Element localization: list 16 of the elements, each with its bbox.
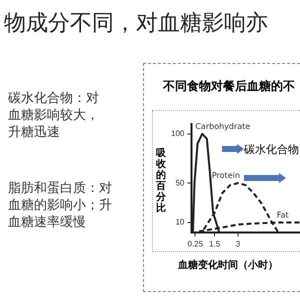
- chart-title: 物成分不同，对血糖影响亦: [4, 10, 268, 38]
- y-axis-title: 吸收的百分比: [156, 148, 167, 214]
- chart-subtitle: 不同食物对餐后血糖的不: [163, 78, 295, 95]
- text: 碳水化合物：对血糖影响较大，升糖迅速: [8, 90, 100, 141]
- annotation: 碳水化合物: [244, 142, 299, 157]
- y-tick-label: 10: [175, 218, 185, 227]
- series-label: Protein: [212, 171, 240, 180]
- x-tick-label: 0.25: [187, 239, 204, 248]
- x-axis-title: 血糖变化时间（小时）: [178, 258, 278, 272]
- series-label: Carbohydrate: [195, 122, 250, 131]
- text: 脂肪和蛋白质：对血糖的影响小；升血糖速率缓慢: [8, 180, 113, 231]
- series-label: Fat: [276, 210, 289, 220]
- y-tick-label: 100: [170, 129, 185, 138]
- x-tick-label: 1.5: [209, 239, 221, 248]
- x-tick-label: 3: [236, 239, 241, 248]
- y-tick-label: 50: [175, 178, 185, 188]
